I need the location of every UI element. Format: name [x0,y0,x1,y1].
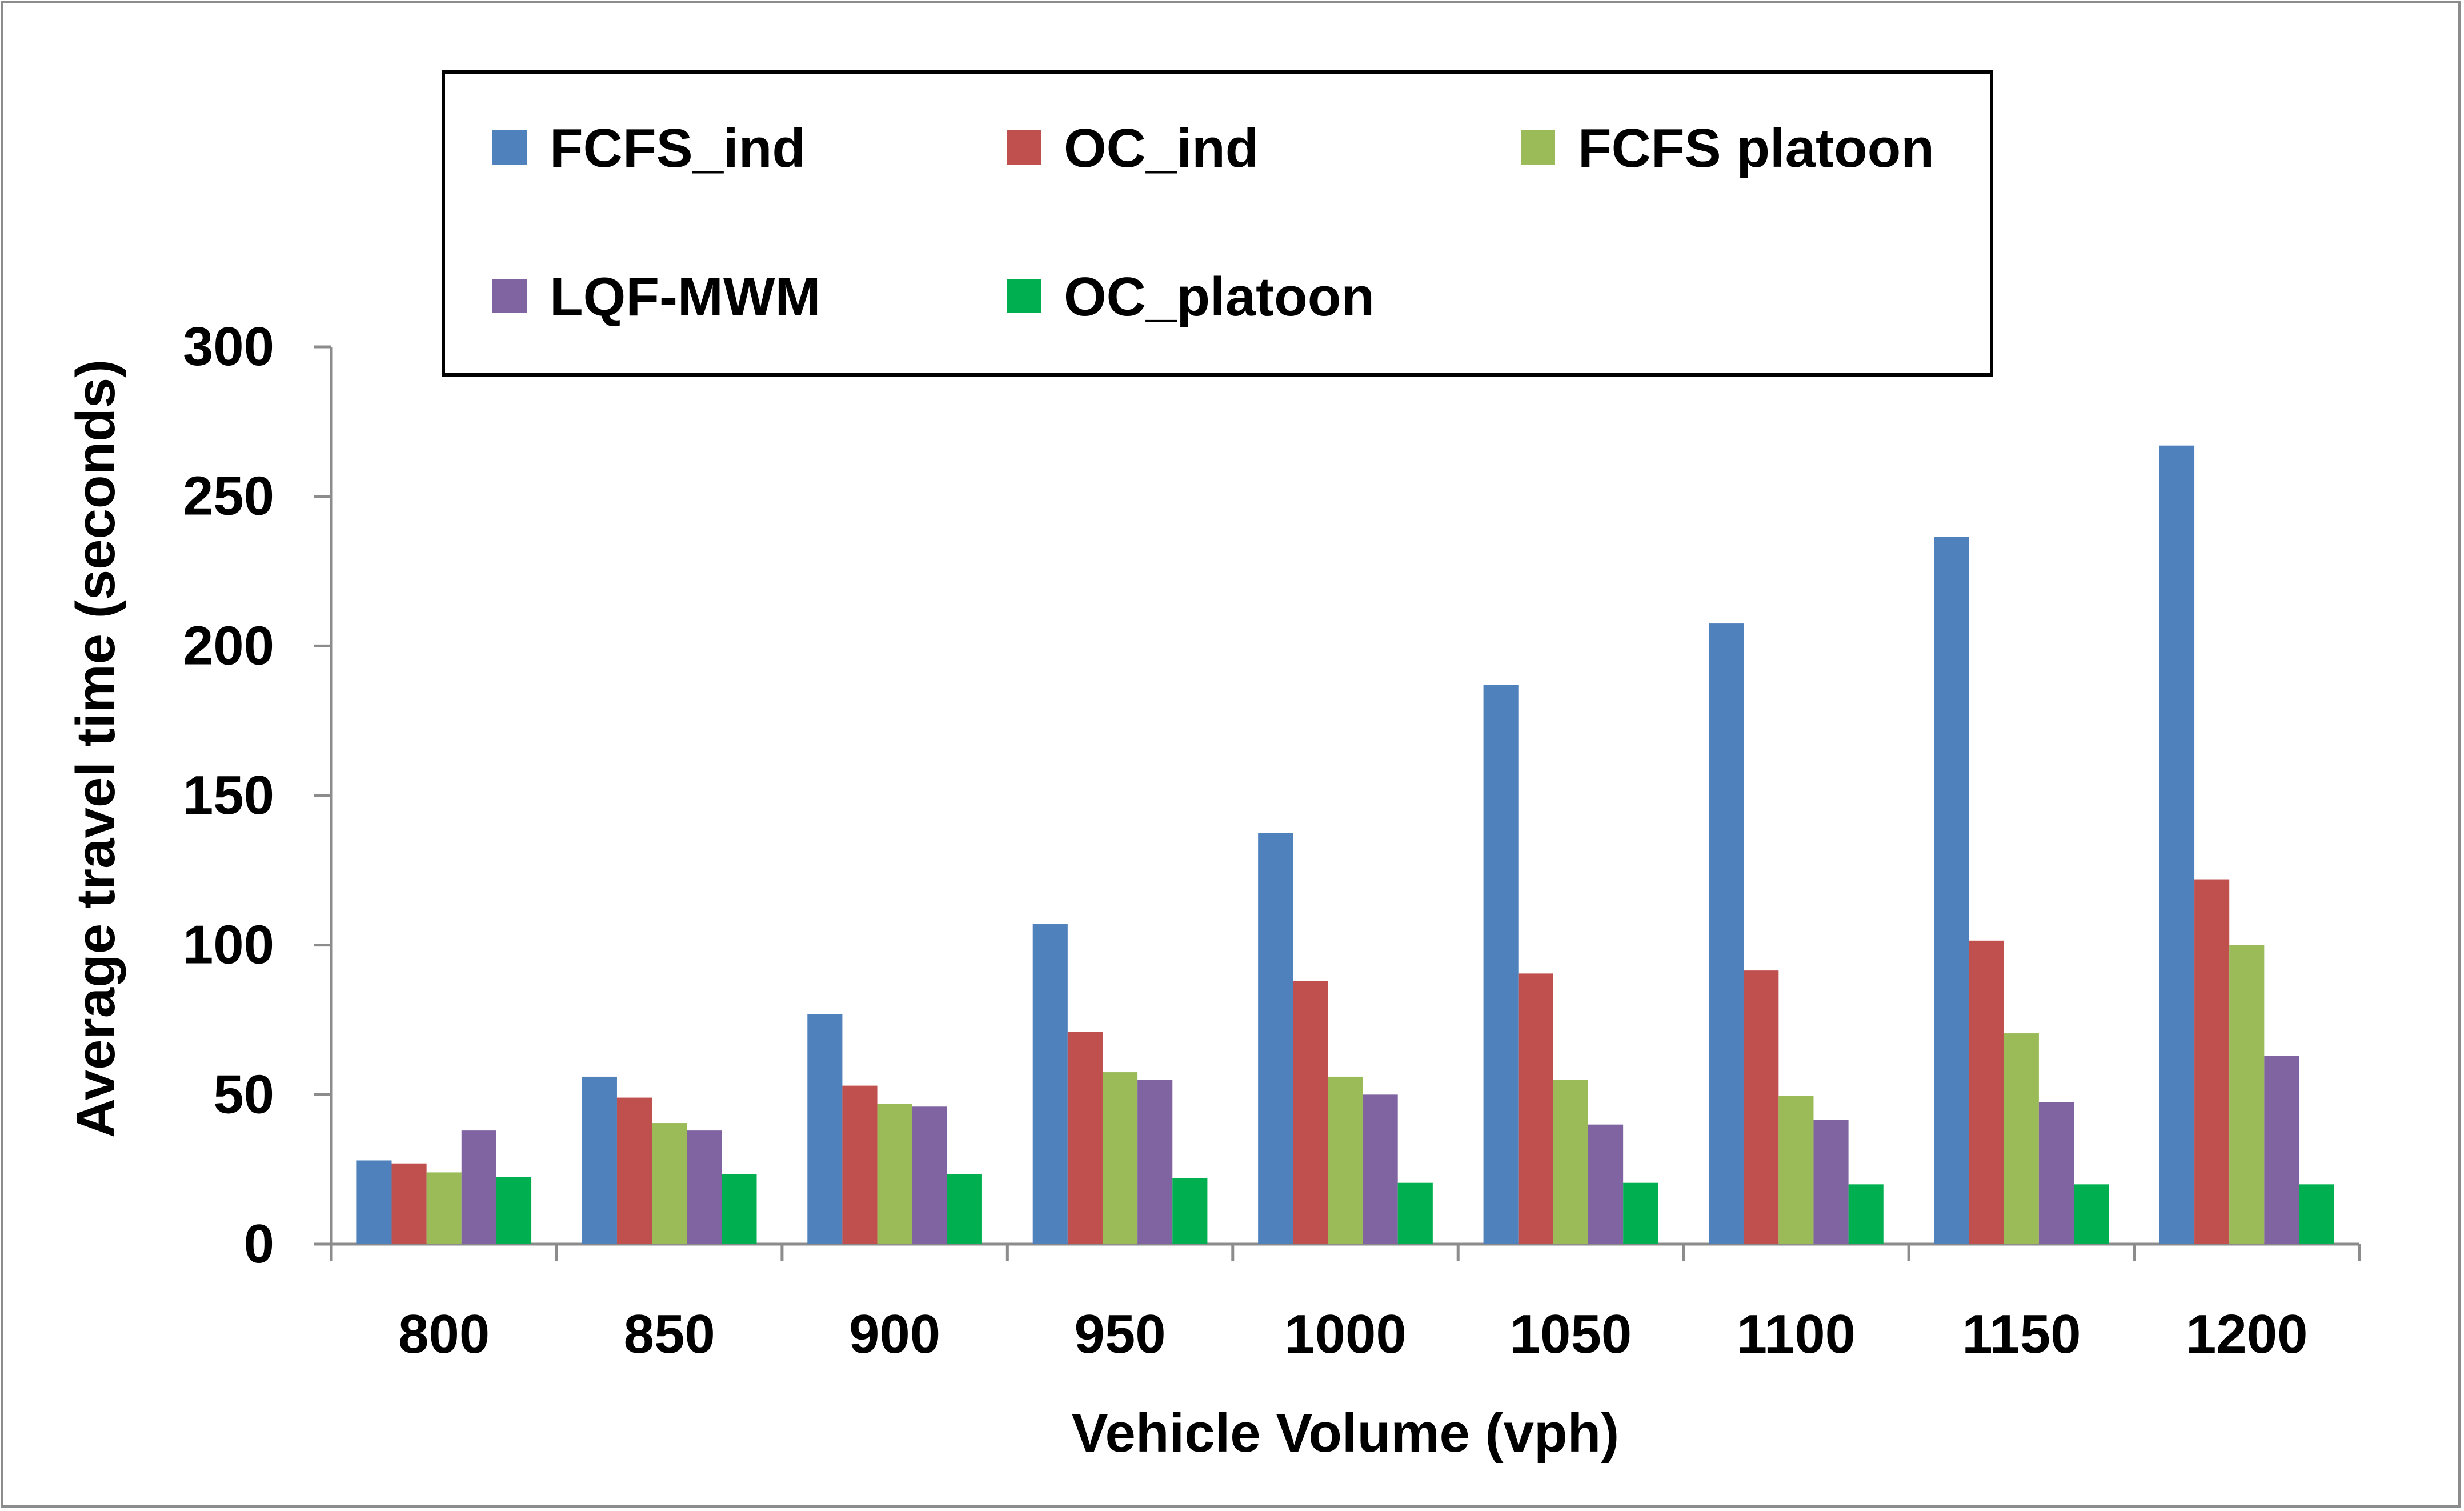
bar-lqf-mwm-800 [461,1130,496,1244]
y-tick-label: 250 [183,466,274,527]
x-tick-label: 1050 [1510,1304,1632,1365]
y-tick-label: 100 [183,914,274,976]
legend-label-oc-ind: OC_ind [1064,118,1259,179]
x-tick-label: 900 [849,1304,940,1365]
y-tick-label: 200 [183,615,274,676]
bar-fcfs-ind-850 [582,1076,617,1244]
bar-oc-ind-950 [1067,1032,1103,1244]
bar-fcfs-ind-1050 [1483,685,1519,1244]
legend-swatch-fcfs-platoon [1521,130,1555,165]
bar-oc-platoon-1200 [2299,1184,2334,1244]
x-tick-label: 1000 [1284,1304,1407,1365]
bar-lqf-mwm-1150 [2038,1102,2074,1244]
bar-fcfs-ind-800 [356,1160,392,1244]
y-tick-label: 50 [213,1064,274,1125]
bar-lqf-mwm-850 [687,1130,722,1244]
bar-fcfs-platoon-900 [877,1104,912,1244]
x-tick-label: 850 [624,1304,715,1365]
bar-fcfs-ind-1000 [1258,833,1293,1244]
bar-oc-ind-1000 [1293,981,1328,1244]
bar-oc-ind-800 [391,1163,427,1244]
bar-lqf-mwm-1050 [1588,1124,1624,1244]
bar-fcfs-platoon-950 [1102,1072,1138,1244]
bar-fcfs-ind-1200 [2159,445,2195,1245]
legend-swatch-fcfs-ind [492,130,527,165]
bar-fcfs-platoon-1200 [2229,945,2265,1244]
y-tick-label: 150 [183,765,274,826]
legend-label-fcfs-ind: FCFS_ind [550,118,806,179]
legend-swatch-oc-ind [1007,130,1041,165]
bar-fcfs-ind-950 [1032,924,1068,1244]
legend-swatch-lqf-mwm [492,279,527,313]
x-tick-label: 1200 [2186,1304,2308,1365]
bar-fcfs-platoon-850 [652,1123,687,1244]
bar-oc-ind-1200 [2194,879,2230,1244]
legend-swatch-oc-platoon [1007,279,1041,313]
bar-fcfs-platoon-1000 [1328,1076,1363,1244]
legend-box [442,70,1993,377]
bar-fcfs-ind-1100 [1709,623,1744,1244]
bar-fcfs-ind-900 [807,1014,843,1244]
bar-oc-platoon-1050 [1623,1182,1658,1244]
bar-oc-platoon-1150 [2074,1184,2109,1244]
y-tick-label: 300 [183,316,274,377]
bar-oc-ind-900 [842,1085,878,1244]
x-axis-label: Vehicle Volume (vph) [1072,1402,1619,1464]
bar-oc-ind-1100 [1744,970,1779,1244]
bar-oc-ind-1150 [1969,940,2004,1244]
bar-lqf-mwm-900 [912,1106,947,1244]
y-tick-label: 0 [244,1213,274,1274]
bar-fcfs-platoon-800 [426,1172,462,1244]
bar-lqf-mwm-1200 [2264,1056,2299,1244]
bar-oc-platoon-850 [722,1174,757,1244]
x-tick-label: 1100 [1737,1304,1856,1365]
x-tick-label: 950 [1074,1304,1165,1365]
legend-label-fcfs-platoon: FCFS platoon [1578,118,1934,179]
bar-lqf-mwm-950 [1137,1080,1173,1244]
legend-label-lqf-mwm: LQF-MWM [550,266,820,327]
y-axis-label: Average travel time (seconds) [65,359,126,1138]
bar-lqf-mwm-1100 [1813,1120,1849,1244]
legend: FCFS_ind OC_ind FCFS platoon LQF-MWM OC_plat… [442,70,1993,377]
bar-oc-platoon-900 [947,1174,982,1244]
x-tick-label: 800 [398,1304,490,1365]
bar-oc-platoon-1000 [1397,1182,1433,1244]
bar-oc-ind-1050 [1518,973,1553,1244]
bar-oc-platoon-1100 [1848,1184,1884,1244]
bar-fcfs-platoon-1100 [1778,1096,1814,1244]
bar-oc-ind-850 [616,1097,652,1244]
bar-fcfs-platoon-1050 [1553,1080,1589,1244]
bar-oc-platoon-950 [1172,1178,1208,1244]
bar-fcfs-platoon-1150 [2004,1033,2039,1244]
bar-oc-platoon-800 [496,1177,532,1244]
bar-fcfs-ind-1150 [1934,537,1969,1244]
bar-lqf-mwm-1000 [1363,1094,1398,1244]
legend-label-oc-platoon: OC_platoon [1064,266,1375,327]
x-tick-label: 1150 [1962,1304,2081,1365]
plot-area: 0 50 100 150 200 250 300 800 850 900 950 1000 1050 11… [183,316,2361,1365]
